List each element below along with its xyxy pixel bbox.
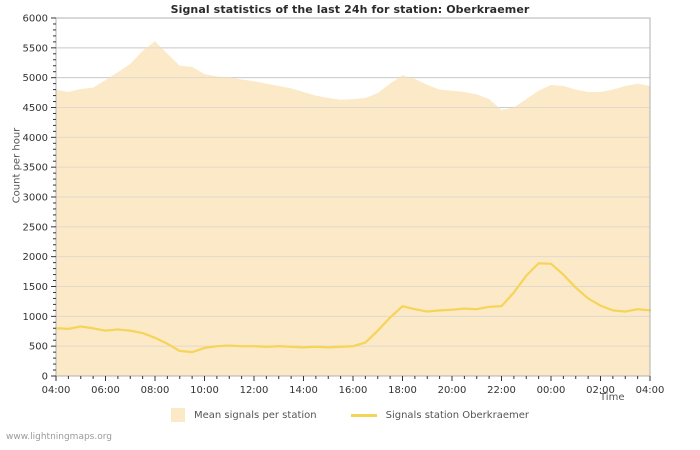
svg-text:20:00: 20:00	[438, 385, 467, 396]
legend-item-station[interactable]: Signals station Oberkraemer	[350, 409, 529, 421]
svg-text:500: 500	[29, 342, 48, 353]
svg-text:5000: 5000	[23, 73, 48, 84]
svg-text:2500: 2500	[23, 222, 48, 233]
y-axis-label: Count per hour	[11, 127, 23, 204]
svg-text:1500: 1500	[23, 282, 48, 293]
svg-text:12:00: 12:00	[240, 385, 269, 396]
svg-text:04:00: 04:00	[636, 385, 665, 396]
svg-text:00:00: 00:00	[537, 385, 566, 396]
svg-text:4500: 4500	[23, 103, 48, 114]
svg-text:3000: 3000	[23, 193, 48, 204]
svg-text:02:00: 02:00	[586, 385, 615, 396]
svg-text:1000: 1000	[23, 312, 48, 323]
svg-text:16:00: 16:00	[339, 385, 368, 396]
svg-text:3500: 3500	[23, 163, 48, 174]
svg-text:18:00: 18:00	[388, 385, 417, 396]
legend-label-station: Signals station Oberkraemer	[385, 409, 529, 421]
svg-text:5500: 5500	[23, 43, 48, 54]
svg-text:0: 0	[42, 372, 48, 383]
svg-text:10:00: 10:00	[190, 385, 219, 396]
svg-text:4000: 4000	[23, 133, 48, 144]
chart-title: Signal statistics of the last 24h for st…	[170, 3, 530, 16]
svg-text:22:00: 22:00	[487, 385, 516, 396]
legend-item-mean[interactable]: Mean signals per station	[171, 408, 317, 422]
legend-label-mean: Mean signals per station	[194, 409, 317, 421]
chart-legend: Mean signals per station Signals station…	[0, 408, 700, 422]
x-axis-label: Time	[600, 392, 625, 403]
svg-text:06:00: 06:00	[91, 385, 120, 396]
svg-text:2000: 2000	[23, 252, 48, 263]
watermark: www.lightningmaps.org	[6, 432, 112, 442]
legend-swatch-area-icon	[171, 408, 185, 422]
svg-text:6000: 6000	[23, 14, 48, 25]
svg-text:14:00: 14:00	[289, 385, 318, 396]
legend-swatch-line-icon	[350, 413, 377, 417]
svg-text:04:00: 04:00	[42, 385, 71, 396]
svg-text:08:00: 08:00	[141, 385, 170, 396]
